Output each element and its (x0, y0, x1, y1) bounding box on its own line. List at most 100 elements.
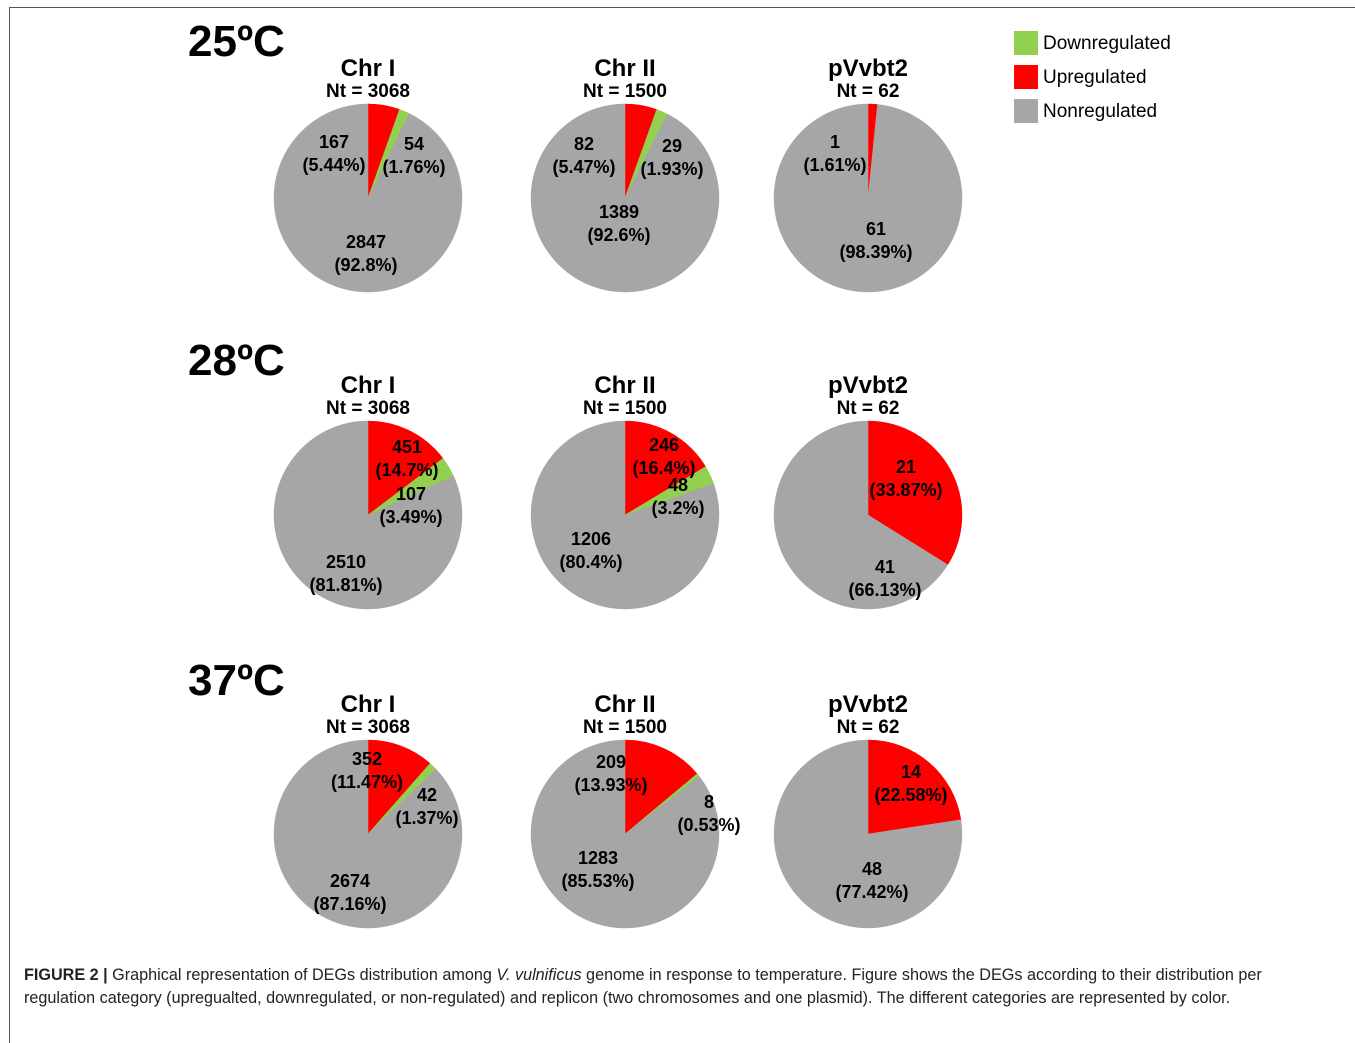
slice-count-label: 451 (392, 437, 422, 457)
slice-percent-label: (98.39%) (839, 242, 912, 262)
slice-count-label: 48 (862, 859, 882, 879)
pie-chart: Chr INt = 3068 167 (5.44%) 54 (1.76%) 2847 (92… (273, 55, 463, 293)
temperature-labels: 25ºC 28ºC 37ºC (188, 17, 285, 705)
slice-percent-label: (1.93%) (640, 159, 703, 179)
pie-subtitle: Nt = 1500 (583, 717, 667, 738)
slice-percent-label: (14.7%) (375, 460, 438, 480)
slice-percent-label: (3.2%) (651, 498, 704, 518)
slice-count-label: 352 (352, 749, 382, 769)
pie-slice-upregulated (367, 420, 444, 516)
temperature-label: 28ºC (188, 336, 285, 385)
pie-subtitle: Nt = 1500 (583, 398, 667, 419)
pie-slice-nonregulated (273, 739, 463, 929)
pie-slice-nonregulated (530, 739, 720, 929)
slice-percent-label: (11.47%) (331, 772, 403, 792)
slice-count-label: 41 (875, 557, 895, 577)
pie-slice-upregulated (867, 420, 963, 566)
slice-percent-label: (87.16%) (313, 894, 386, 914)
slice-count-label: 14 (901, 762, 921, 782)
slice-count-label: 8 (704, 792, 714, 812)
slice-percent-label: (22.58%) (874, 785, 947, 805)
pie-slice-nonregulated (530, 103, 720, 293)
pie-charts: Chr INt = 3068167(5.44%)54(1.76%)2847(92… (273, 55, 963, 929)
slice-percent-label: (16.4%) (632, 458, 695, 478)
slice-percent-label: (13.93%) (574, 775, 647, 795)
slice-percent-label: (81.81%) (309, 575, 382, 595)
slice-percent-label: (80.4%) (559, 552, 622, 572)
legend-swatch-downregulated (1014, 31, 1038, 55)
pie-subtitle: Nt = 3068 (326, 81, 410, 102)
caption-text-1: Graphical representation of DEGs distrib… (107, 966, 497, 984)
legend: Downregulated Upregulated Nonregulated (1014, 31, 1171, 123)
pie-title: Chr I (341, 691, 396, 718)
slice-percent-label: (33.87%) (869, 480, 942, 500)
slice-percent-label: (85.53%) (561, 871, 634, 891)
pie-slice-nonregulated (773, 420, 949, 610)
pie-slice-nonregulated (773, 103, 963, 293)
pie-slice-upregulated (367, 739, 431, 835)
slice-percent-label: (5.44%) (302, 155, 365, 175)
legend-swatch-upregulated (1014, 65, 1038, 89)
slice-count-label: 29 (662, 136, 682, 156)
slice-count-label: 1283 (578, 848, 618, 868)
pie-subtitle: Nt = 1500 (583, 81, 667, 102)
pie-title: Chr II (594, 55, 655, 82)
pie-title: Chr II (594, 372, 655, 399)
pie-subtitle: Nt = 62 (837, 398, 900, 419)
pie-title: pVvbt2 (828, 55, 908, 82)
slice-count-label: 82 (574, 134, 594, 154)
slice-count-label: 2847 (346, 232, 386, 252)
slice-count-label: 2510 (326, 552, 366, 572)
pie-slice-nonregulated (773, 739, 963, 929)
slice-count-label: 1 (830, 132, 840, 152)
figure-caption: FIGURE 2 | Graphical representation of D… (24, 964, 1334, 1010)
pie-subtitle: Nt = 62 (837, 81, 900, 102)
legend-label-upregulated: Upregulated (1043, 67, 1147, 88)
pie-slice-nonregulated (273, 103, 463, 293)
legend-label-nonregulated: Nonregulated (1043, 101, 1157, 122)
slice-percent-label: (1.61%) (803, 155, 866, 175)
pie-title: Chr I (341, 55, 396, 82)
slice-count-label: 21 (896, 457, 916, 477)
temperature-label: 25ºC (188, 17, 285, 66)
pie-title: Chr I (341, 372, 396, 399)
slice-percent-label: (77.42%) (835, 882, 908, 902)
slice-percent-label: (92.8%) (334, 255, 397, 275)
caption-text-2: genome in response to temperature. Figur… (24, 966, 1262, 1007)
pie-subtitle: Nt = 3068 (326, 398, 410, 419)
legend-swatch-nonregulated (1014, 99, 1038, 123)
slice-percent-label: (92.6%) (587, 225, 650, 245)
slice-percent-label: (1.76%) (382, 157, 445, 177)
pie-title: Chr II (594, 691, 655, 718)
pie-slice-upregulated (624, 739, 698, 835)
pie-slice-nonregulated (530, 420, 720, 610)
slice-count-label: 61 (866, 219, 886, 239)
slice-percent-label: (1.37%) (395, 808, 458, 828)
slice-count-label: 42 (417, 785, 437, 805)
slice-percent-label: (0.53%) (677, 815, 740, 835)
legend-label-downregulated: Downregulated (1043, 33, 1171, 54)
slice-count-label: 1206 (571, 529, 611, 549)
slice-count-label: 246 (649, 435, 679, 455)
slice-count-label: 167 (319, 132, 349, 152)
slice-percent-label: (5.47%) (552, 157, 615, 177)
pie-chart: Chr INt = 3068 352 (11.47%) 42 (1.37%) 2674 (8… (273, 691, 463, 929)
pie-chart: Chr INt = 3068 451 (14.7%) 107 (3.49%) 2510 (8… (273, 372, 463, 610)
slice-count-label: 1389 (599, 202, 639, 222)
pie-subtitle: Nt = 62 (837, 717, 900, 738)
pie-slice-upregulated (867, 739, 962, 835)
pie-subtitle: Nt = 3068 (326, 717, 410, 738)
caption-figure-label: FIGURE 2 | (24, 966, 108, 984)
pie-title: pVvbt2 (828, 372, 908, 399)
slice-percent-label: (3.49%) (379, 507, 442, 527)
temperature-label: 37ºC (188, 656, 285, 705)
pie-title: pVvbt2 (828, 691, 908, 718)
slice-count-label: 54 (404, 134, 424, 154)
slice-count-label: 2674 (330, 871, 370, 891)
slice-count-label: 209 (596, 752, 626, 772)
